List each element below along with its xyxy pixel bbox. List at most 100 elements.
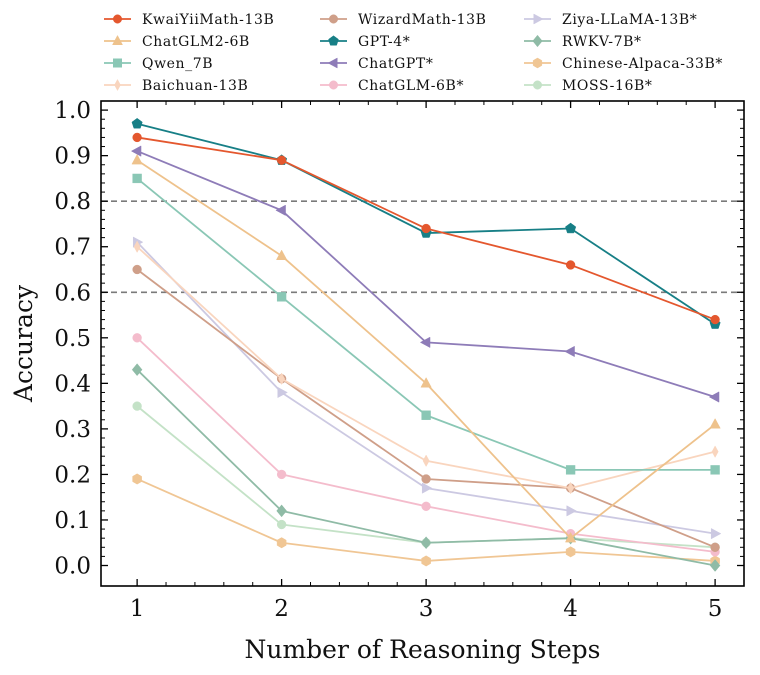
legend-entry-ziya-llama-13b: Ziya-LLaMA-13B* bbox=[524, 12, 697, 28]
series-rwkv-7b bbox=[131, 363, 721, 572]
data-point-ziya-llama-13b bbox=[710, 528, 722, 540]
legend-marker-chinese-alpaca-33b bbox=[532, 57, 543, 69]
data-point-rwkv-7b bbox=[420, 536, 432, 550]
legend-marker-baichuan-13b bbox=[114, 78, 121, 92]
data-point-chatglm-6b bbox=[132, 333, 142, 343]
data-point-baichuan-13b bbox=[278, 372, 286, 386]
x-axis: 1 2 3 4 5 bbox=[130, 101, 723, 622]
legend-label: KwaiYiiMath-13B bbox=[142, 12, 274, 28]
data-point-kwaiyiimath-13b bbox=[565, 260, 576, 270]
series-line-rwkv-7b bbox=[136, 369, 716, 567]
legend-entry-wizardmath-13b: WizardMath-13B bbox=[320, 12, 487, 28]
series-chinese-alpaca-33b bbox=[132, 473, 720, 567]
data-point-chatgpt bbox=[419, 336, 431, 348]
series-layer bbox=[130, 118, 722, 572]
data-point-chinese-alpaca-33b bbox=[276, 537, 287, 549]
legend-label: Baichuan-13B bbox=[142, 78, 248, 94]
data-point-chatglm2-6b bbox=[131, 153, 143, 165]
data-point-baichuan-13b bbox=[422, 454, 430, 468]
legend-entry-qwen-7b: Qwen_7B bbox=[104, 56, 213, 72]
data-point-chatgpt bbox=[130, 145, 142, 157]
data-point-kwaiyiimath-13b bbox=[276, 155, 287, 165]
data-point-baichuan-13b bbox=[567, 481, 575, 495]
legend-label: ChatGLM2-6B bbox=[142, 34, 250, 50]
y-tick-label: 0.5 bbox=[54, 326, 91, 352]
legend-entry-chatgpt: ChatGPT* bbox=[320, 56, 433, 72]
data-point-chatgpt bbox=[275, 204, 286, 216]
data-point-chatglm-6b bbox=[421, 501, 431, 511]
data-point-ziya-llama-13b bbox=[421, 482, 433, 494]
data-point-kwaiyiimath-13b bbox=[132, 132, 142, 143]
legend-marker-chatgpt bbox=[327, 57, 338, 69]
legend-marker-rwkv-7b bbox=[532, 34, 543, 48]
legend-marker-moss-16b bbox=[533, 80, 542, 90]
x-tick-label: 3 bbox=[419, 596, 434, 622]
legend-label: RWKV-7B* bbox=[562, 34, 642, 50]
series-chatgpt bbox=[130, 145, 720, 403]
legend-label: GPT-4* bbox=[358, 34, 410, 50]
data-point-chatglm2-6b bbox=[564, 531, 577, 543]
y-axis: 0.0 0.1 0.2 0.3 0.4 0.5 0.6 0.7 0.8 0.9 1.0 bbox=[54, 98, 744, 580]
data-point-baichuan-13b bbox=[711, 445, 719, 458]
data-point-rwkv-7b bbox=[276, 504, 287, 518]
y-tick-label: 0.3 bbox=[54, 417, 91, 443]
legend-entry-gpt-4: GPT-4* bbox=[320, 34, 410, 50]
legend-label: Chinese-Alpaca-33B* bbox=[562, 56, 723, 72]
reference-lines bbox=[101, 200, 744, 294]
legend-entry-chatglm2-6b: ChatGLM2-6B bbox=[104, 34, 250, 50]
y-tick-label: 0.4 bbox=[54, 371, 91, 397]
data-point-chinese-alpaca-33b bbox=[565, 546, 576, 558]
data-point-qwen-7b bbox=[276, 292, 287, 302]
y-tick-label: 0.1 bbox=[54, 508, 91, 534]
series-kwaiyiimath-13b bbox=[132, 132, 720, 325]
series-ziya-llama-13b bbox=[132, 236, 722, 540]
x-tick-label: 5 bbox=[708, 596, 723, 622]
data-point-qwen-7b bbox=[421, 410, 431, 420]
series-line-baichuan-13b bbox=[136, 246, 716, 489]
legend-label: Qwen_7B bbox=[142, 56, 213, 72]
legend-entry-kwaiyiimath-13b: KwaiYiiMath-13B bbox=[104, 12, 274, 28]
data-point-chatgpt bbox=[564, 345, 575, 358]
legend-label: MOSS-16B* bbox=[562, 78, 653, 94]
x-tick-label: 4 bbox=[563, 596, 578, 622]
y-tick-label: 0.6 bbox=[54, 280, 91, 306]
data-point-rwkv-7b bbox=[131, 363, 143, 377]
legend-marker-chatglm-6b bbox=[329, 80, 338, 90]
data-point-qwen-7b bbox=[710, 465, 720, 475]
legend-label: ChatGLM-6B* bbox=[358, 78, 464, 94]
legend-label: WizardMath-13B bbox=[358, 12, 487, 28]
series-chatglm2-6b bbox=[131, 153, 721, 543]
data-point-ziya-llama-13b bbox=[566, 505, 577, 517]
series-line-chatgpt bbox=[136, 150, 716, 398]
plot-frame bbox=[100, 100, 745, 587]
legend-label: ChatGPT* bbox=[358, 56, 433, 72]
data-point-kwaiyiimath-13b bbox=[710, 314, 720, 325]
series-chatglm-6b bbox=[132, 333, 720, 557]
data-point-ziya-llama-13b bbox=[277, 386, 288, 399]
data-point-wizardmath-13b bbox=[132, 264, 142, 275]
legend-entry-rwkv-7b: RWKV-7B* bbox=[524, 34, 642, 50]
data-point-chinese-alpaca-33b bbox=[132, 473, 142, 485]
data-point-qwen-7b bbox=[132, 173, 142, 184]
legend-entry-moss-16b: MOSS-16B* bbox=[524, 78, 653, 94]
data-point-qwen-7b bbox=[565, 465, 576, 475]
y-tick-label: 0.7 bbox=[54, 235, 91, 261]
x-axis-label: Number of Reasoning Steps bbox=[245, 635, 601, 664]
legend-marker-chatglm2-6b bbox=[112, 34, 123, 45]
series-line-qwen-7b bbox=[136, 177, 716, 471]
x-tick-label: 1 bbox=[130, 596, 145, 622]
y-tick-label: 0.0 bbox=[54, 554, 91, 580]
data-point-chatglm2-6b bbox=[420, 377, 432, 388]
legend-marker-wizardmath-13b bbox=[329, 14, 338, 24]
y-tick-label: 0.9 bbox=[54, 144, 91, 170]
legend: KwaiYiiMath-13B ChatGLM2-6B Qwen_7B Baichua… bbox=[104, 12, 723, 94]
data-point-moss-16b bbox=[132, 401, 142, 411]
legend-marker-gpt-4 bbox=[328, 35, 339, 46]
data-point-chatglm-6b bbox=[276, 469, 287, 480]
data-point-wizardmath-13b bbox=[710, 542, 720, 552]
legend-marker-ziya-llama-13b bbox=[533, 13, 544, 25]
data-point-rwkv-7b bbox=[709, 559, 721, 572]
data-point-chatglm2-6b bbox=[709, 418, 721, 429]
legend-marker-kwaiyiimath-13b bbox=[113, 14, 122, 24]
